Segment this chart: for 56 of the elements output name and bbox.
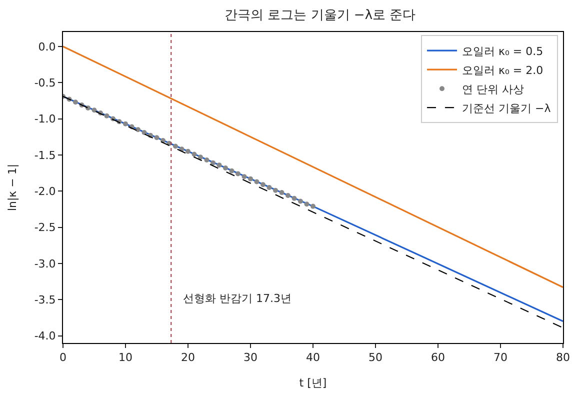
point <box>204 158 210 163</box>
point <box>154 135 160 140</box>
point <box>142 130 147 136</box>
point <box>123 121 128 126</box>
point <box>254 179 260 184</box>
x-tick-label: 10 <box>118 351 132 364</box>
point <box>104 113 110 118</box>
point <box>92 108 97 113</box>
x-tick-label: 80 <box>556 351 570 364</box>
legend-label: 연 단위 사상 <box>462 82 524 96</box>
y-tick-label: -2.0 <box>34 184 56 198</box>
y-tick-label: -0.5 <box>34 76 56 90</box>
y-tick-label: -4.0 <box>34 330 56 343</box>
y-tick-label: 0.0 <box>38 40 56 54</box>
legend-label: 오일러 κ₀ = 0.5 <box>462 44 544 58</box>
point <box>260 182 266 188</box>
point <box>286 192 290 198</box>
y-tick-label: -3.5 <box>34 293 56 306</box>
y-tick-label: -3.0 <box>34 257 56 270</box>
x-tick-label: 30 <box>244 351 258 364</box>
x-axis-title: t [년] <box>299 376 327 390</box>
point <box>192 152 197 157</box>
point <box>186 148 190 154</box>
y-tick-label: -2.5 <box>34 221 56 234</box>
point <box>248 176 253 182</box>
point <box>216 162 222 168</box>
point <box>236 171 240 176</box>
x-tick-label: 40 <box>306 351 320 364</box>
y-axis-title: ln|κ − 1| <box>6 164 19 212</box>
x-tick-label: 0 <box>60 351 66 364</box>
point <box>242 174 247 180</box>
point <box>223 165 228 170</box>
point <box>279 190 284 196</box>
point <box>304 202 310 207</box>
x-tick-label: 70 <box>494 351 508 364</box>
x-tick-label: 20 <box>181 351 195 364</box>
legend-label: 기준선 기울기 −λ <box>462 102 552 115</box>
point <box>292 196 297 201</box>
point <box>173 144 178 149</box>
point <box>86 105 90 110</box>
x-tick-label: 50 <box>368 351 382 364</box>
point <box>210 160 216 166</box>
point <box>273 188 278 193</box>
y-tick-label: -1.5 <box>34 148 56 162</box>
y-tick-label: -1.0 <box>34 112 56 126</box>
chart-title: 간극의 로그는 기울기 −λ로 준다 <box>224 8 416 24</box>
x-tick-label: 60 <box>431 351 445 364</box>
point <box>298 198 303 204</box>
point <box>266 185 272 190</box>
point <box>136 127 140 132</box>
point <box>310 204 316 209</box>
point <box>198 154 203 160</box>
point <box>229 168 234 174</box>
annotation: 선형화 반감기 17.3년 <box>183 292 292 305</box>
legend-label: 오일러 κ₀ = 2.0 <box>462 64 544 77</box>
point <box>73 100 78 105</box>
